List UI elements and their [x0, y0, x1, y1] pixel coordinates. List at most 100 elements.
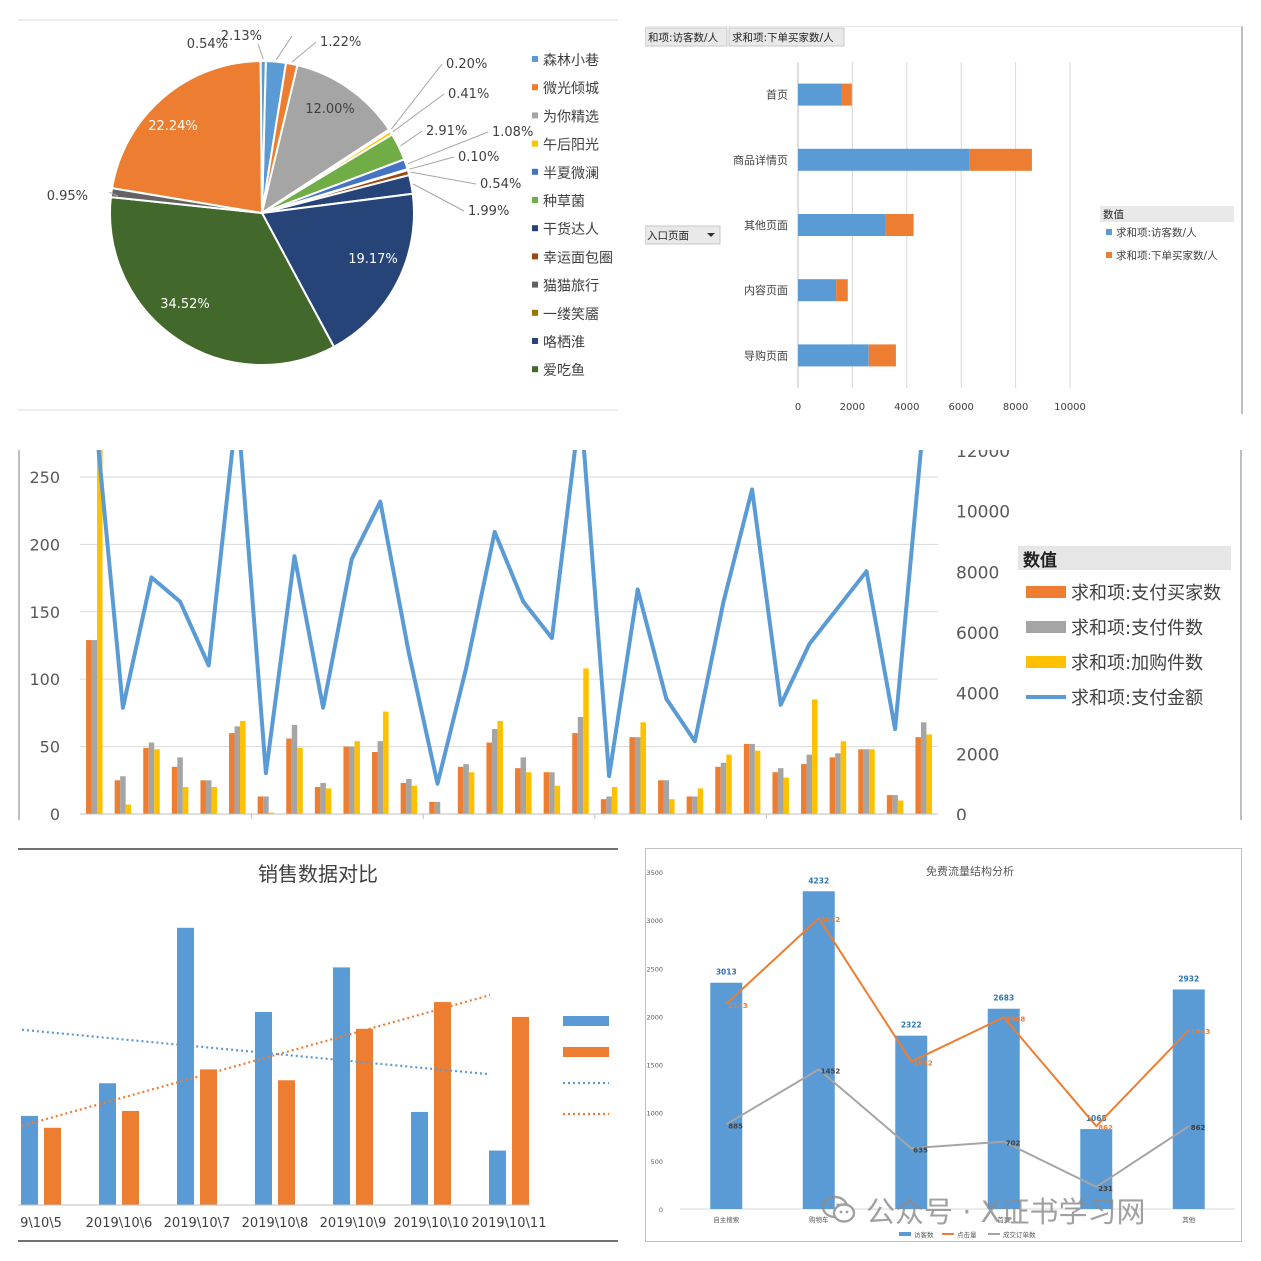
- y-tick-label: 2000: [646, 1013, 663, 1021]
- bar: [812, 699, 818, 814]
- bar: [743, 743, 750, 814]
- bar: [383, 711, 389, 814]
- bar: [915, 737, 921, 814]
- bar: [710, 982, 743, 1209]
- legend-swatch: [1106, 252, 1112, 258]
- x-tick-label: 首页: [997, 1215, 1011, 1224]
- bar: [154, 749, 160, 814]
- bar-segment: [969, 148, 1032, 171]
- legend-item: 午后阳光: [543, 138, 599, 154]
- pie-data-label: 2.13%: [221, 29, 262, 44]
- y2-tick-label: 4000: [956, 685, 999, 705]
- legend-swatch: [563, 1016, 609, 1026]
- pie-slice: [109, 195, 336, 366]
- bar: [122, 1110, 139, 1205]
- bar: [268, 812, 275, 814]
- bar: [348, 746, 355, 814]
- bar: [205, 780, 212, 814]
- bar: [120, 776, 126, 814]
- bar: [577, 716, 584, 814]
- pivot-bar-chart-panel: 和项:访客数/人 求和项:下单买家数/人 入口页面 0 2000 4000 6000 8000…: [645, 26, 1245, 414]
- legend-item: 求和项:支付件数: [1071, 618, 1203, 639]
- panel-border: [645, 848, 1242, 1242]
- y-tick-label: 0: [659, 1206, 663, 1214]
- bar-data-label: 4232: [808, 876, 829, 885]
- bar: [400, 782, 407, 814]
- legend-item: 半夏微澜: [543, 166, 599, 182]
- bar: [320, 782, 326, 814]
- bar: [554, 785, 561, 814]
- bar-segment: [841, 83, 852, 106]
- y-tick-label: 100: [29, 670, 60, 689]
- legend-item: 猫猫旅行: [543, 279, 599, 295]
- chart-title: 免费流量结构分析: [926, 864, 1014, 878]
- field-button-label: 求和项:下单买家数/人: [732, 31, 834, 44]
- bar: [229, 733, 235, 814]
- legend-item: 幸运面包圈: [543, 250, 613, 266]
- bar: [715, 766, 721, 814]
- legend-item: 求和项:下单买家数/人: [1116, 249, 1218, 262]
- y2-tick-label: 0: [956, 806, 967, 820]
- y2-tick-label: 8000: [956, 563, 999, 583]
- y-tick-label: 3000: [646, 917, 663, 925]
- bar: [829, 757, 836, 814]
- legend-swatch: [532, 84, 538, 91]
- trendline: [21, 994, 491, 1127]
- bar-data-label: 2683: [993, 994, 1014, 1003]
- line-data-label: 1998: [1006, 1015, 1026, 1023]
- bar: [240, 720, 246, 814]
- legend-swatch: [563, 1047, 609, 1057]
- bar-data-label: 2322: [901, 1021, 922, 1030]
- bar: [291, 725, 298, 814]
- field-button: [728, 27, 845, 47]
- legend-item: 一缕笑靥: [543, 307, 599, 323]
- pie-leader-line: [291, 41, 317, 63]
- legend-item: 干货达人: [543, 221, 599, 238]
- line-data-label: 635: [913, 1146, 928, 1154]
- bar: [463, 764, 469, 814]
- bar: [754, 750, 761, 814]
- legend-swatch: [532, 168, 538, 175]
- bar: [669, 799, 675, 814]
- bar: [606, 796, 612, 814]
- bar: [434, 1002, 451, 1205]
- bar-segment: [836, 279, 848, 302]
- legend-swatch: [532, 281, 538, 288]
- bar-data-label: 2932: [1178, 974, 1199, 983]
- legend-swatch: [899, 1232, 911, 1236]
- bar: [549, 772, 555, 814]
- legend-title: 数值: [1103, 208, 1125, 221]
- bar: [640, 722, 646, 814]
- pie-data-label: 0.54%: [480, 177, 521, 192]
- pie-data-label: 34.52%: [160, 297, 210, 312]
- bar: [356, 1028, 373, 1205]
- y-tick-label: 1000: [646, 1110, 663, 1118]
- bar: [611, 787, 618, 814]
- y-tick-label: 3500: [646, 869, 663, 877]
- bar: [429, 801, 435, 814]
- legend-swatch: [532, 197, 538, 203]
- bar: [148, 742, 155, 814]
- bar: [526, 772, 532, 814]
- bar-segment: [885, 214, 914, 236]
- y2-tick-label: 2000: [956, 745, 999, 765]
- bar: [520, 757, 527, 814]
- pie-leader-line: [257, 43, 264, 60]
- pie-chart-panel: 2.13% 1.22% 12.00% 0.20% 0.41% 2.91% 1.08% 0.10…: [18, 18, 618, 413]
- bar: [634, 737, 641, 814]
- bar: [801, 764, 807, 814]
- bar: [572, 733, 578, 814]
- bar: [600, 799, 607, 814]
- bar: [200, 780, 206, 814]
- pie-data-label: 2.91%: [426, 124, 467, 139]
- y-tick-label: 500: [651, 1158, 663, 1166]
- x-tick-label: 8000: [1003, 402, 1028, 413]
- filter-button-label: 入口页面: [647, 230, 689, 242]
- legend-item: 种草菌: [543, 194, 585, 210]
- bar: [886, 795, 893, 814]
- pie-data-label: 0.20%: [446, 57, 487, 72]
- pie-leader-line: [407, 131, 489, 165]
- x-tick-label: 10000: [1054, 402, 1086, 413]
- line-data-label: 2133: [728, 1002, 748, 1010]
- bar: [658, 780, 664, 814]
